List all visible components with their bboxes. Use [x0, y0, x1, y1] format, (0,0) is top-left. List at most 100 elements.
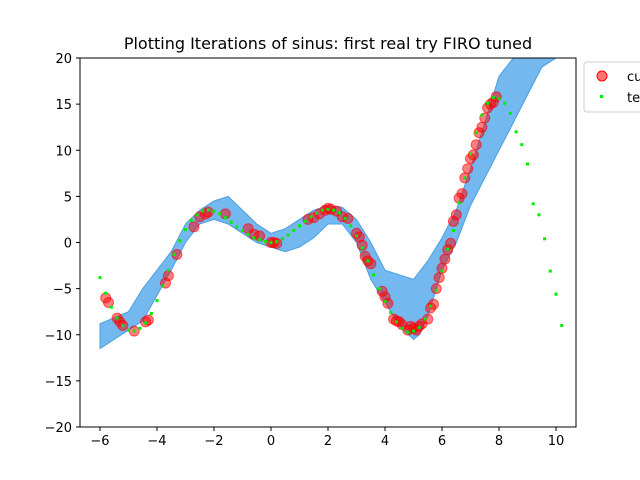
current-point	[476, 121, 488, 133]
target-point	[417, 325, 421, 329]
target-point	[412, 329, 415, 333]
y-axis: −20 −15 −10 −5 0 5 10 15 20	[45, 52, 80, 436]
target-point	[349, 224, 353, 228]
target-point	[109, 305, 113, 309]
target-point	[98, 276, 102, 280]
target-point	[223, 216, 227, 220]
x-tick-label: 10	[548, 434, 565, 449]
target-point	[275, 240, 279, 244]
target-point	[474, 131, 478, 135]
target-point	[531, 202, 535, 206]
target-point	[537, 213, 541, 217]
y-tick-label: 5	[64, 190, 72, 205]
legend-marker-te	[600, 95, 603, 98]
y-tick-label: −5	[53, 283, 72, 298]
current-point	[430, 283, 442, 295]
target-point	[269, 241, 273, 244]
target-point	[337, 211, 341, 215]
target-point	[463, 176, 467, 180]
target-point	[440, 269, 444, 273]
target-point	[503, 101, 507, 105]
target-point	[298, 224, 301, 228]
y-tick-label: 0	[64, 237, 72, 252]
current-point	[470, 139, 482, 151]
target-point	[514, 130, 518, 134]
target-point	[280, 237, 284, 241]
uncertainty-band-layer	[99, 58, 576, 350]
chart-title: Plotting Iterations of sinus: first real…	[124, 34, 532, 53]
target-point	[355, 234, 358, 238]
target-point	[127, 328, 130, 332]
target-point	[360, 246, 364, 250]
target-point	[178, 239, 182, 243]
target-point	[246, 232, 250, 236]
target-point	[446, 247, 450, 251]
target-point	[286, 233, 290, 237]
target-point	[480, 113, 484, 117]
target-point	[235, 225, 239, 229]
current-point	[103, 297, 114, 308]
target-point	[315, 211, 319, 215]
target-point	[343, 217, 347, 220]
target-point	[206, 208, 210, 212]
target-point	[320, 208, 324, 212]
target-point	[394, 320, 398, 324]
current-points-layer	[100, 91, 502, 337]
target-point	[144, 321, 148, 325]
target-point	[383, 300, 387, 303]
target-point	[469, 152, 472, 156]
y-tick-label: 10	[55, 144, 72, 159]
current-point	[382, 297, 394, 309]
target-point	[389, 311, 393, 315]
current-point	[271, 237, 283, 249]
target-point	[263, 240, 267, 244]
current-point	[433, 272, 445, 284]
target-point	[309, 215, 313, 219]
target-point	[508, 111, 512, 115]
y-tick-label: −20	[45, 421, 72, 436]
target-point	[184, 228, 187, 232]
target-point	[377, 287, 381, 291]
target-point	[526, 162, 529, 166]
current-point	[462, 163, 474, 175]
legend: cu te	[583, 61, 640, 113]
current-point	[428, 298, 439, 310]
current-point	[162, 270, 174, 282]
plot-area	[79, 57, 577, 428]
target-point	[326, 207, 330, 211]
x-tick-label: 2	[324, 434, 332, 449]
target-point	[138, 326, 142, 330]
target-point	[172, 253, 176, 256]
target-point	[241, 229, 244, 232]
y-tick-label: −10	[45, 329, 72, 344]
current-point	[439, 253, 451, 265]
target-point	[155, 299, 159, 303]
x-tick-label: 0	[267, 434, 275, 449]
target-point	[218, 212, 222, 216]
target-point	[486, 101, 490, 105]
current-point	[450, 209, 462, 221]
target-point	[115, 316, 119, 320]
current-point	[356, 239, 368, 251]
current-point	[171, 249, 183, 260]
target-point	[161, 284, 165, 288]
target-point	[491, 96, 495, 100]
target-point	[434, 289, 438, 292]
y-tick-label: 20	[55, 52, 72, 67]
current-point	[456, 188, 468, 200]
target-point	[451, 229, 455, 232]
target-point	[212, 209, 216, 213]
target-point	[166, 268, 170, 272]
x-tick-label: 8	[495, 434, 503, 449]
target-point	[457, 201, 461, 205]
target-point	[423, 317, 427, 321]
target-point	[554, 292, 558, 296]
current-point	[342, 213, 354, 224]
y-tick-label: −15	[45, 375, 72, 390]
legend-label-cu: cu	[627, 70, 640, 85]
target-point	[520, 143, 524, 147]
target-point	[400, 326, 404, 330]
y-tick-label: 15	[55, 98, 72, 113]
target-point	[104, 291, 108, 295]
